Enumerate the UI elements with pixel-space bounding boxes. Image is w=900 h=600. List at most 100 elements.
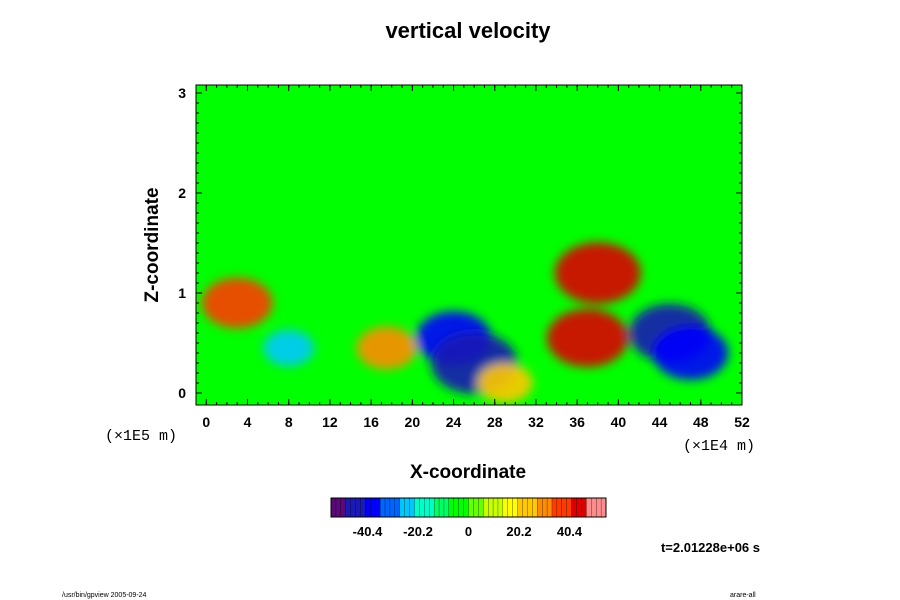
x-tick-label-10: 40 (611, 414, 627, 430)
x-tick-label-6: 24 (446, 414, 462, 430)
colorbar-frame (330, 497, 607, 518)
colorbar-cell (581, 497, 587, 518)
y-tick-label-0: 0 (178, 385, 186, 401)
colorbar-cell (473, 497, 479, 518)
colorbar-cell (487, 497, 494, 518)
colorbar-cell (394, 497, 401, 518)
colorbar-cell (586, 497, 592, 518)
colorbar-cell (399, 497, 406, 518)
colorbar-cell (512, 497, 519, 518)
colorbar-cell (517, 497, 523, 518)
colorbar-cell (497, 497, 504, 518)
colorbar-cell (463, 497, 469, 518)
colorbar-cell (409, 497, 415, 518)
y-tick-label-2: 2 (178, 185, 186, 201)
colorbar-cell (438, 497, 445, 518)
colorbar-cell (458, 497, 465, 518)
x-tick-label-0: 0 (202, 414, 210, 430)
colorbar-cell (561, 497, 568, 518)
time-label: t=2.01228e+06 s (661, 540, 760, 555)
colorbar-cell (453, 497, 460, 518)
colorbar-cell (537, 497, 543, 518)
colorbar-tick-label-2: 0 (465, 524, 472, 539)
colorbar-cell (468, 497, 474, 518)
x-ticks: 0 4 8 12 16 20 24 28 32 36 40 44 48 52 (202, 85, 750, 430)
y-unit-label: (×1E5 m) (105, 428, 177, 445)
footer-right: arare-all (730, 592, 756, 599)
colorbar-cell (556, 497, 563, 518)
colorbar-cell (414, 497, 420, 518)
colorbar-cell (492, 497, 499, 518)
colorbar-cell (502, 497, 509, 518)
colorbar-cell (419, 497, 425, 518)
colorbar-tick-label-1: -20.2 (403, 524, 433, 539)
colorbar-cell (527, 497, 533, 518)
colorbar-cell (566, 497, 573, 518)
field-features (201, 242, 729, 403)
y-ticks: 0 1 2 3 (178, 85, 742, 401)
colorbar-cell (433, 497, 440, 518)
field-feature-1 (546, 308, 629, 368)
colorbar-cell (532, 497, 538, 518)
colorbar-cell (443, 497, 450, 518)
colorbar-cell (389, 497, 396, 518)
colorbar-cell (424, 497, 430, 518)
footer-left: /usr/bin/gpview 2005-09-24 (62, 592, 147, 599)
colorbar-cell (384, 497, 391, 518)
colorbar-cell (576, 497, 582, 518)
x-tick-label-9: 36 (569, 414, 585, 430)
x-tick-label-7: 28 (487, 414, 503, 430)
plot-frame (195, 84, 743, 406)
colorbar-tick-label-4: 40.4 (557, 524, 583, 539)
colorbar-cell (404, 497, 411, 518)
y-tick-label-1: 1 (178, 285, 186, 301)
colorbar-cell (379, 497, 386, 518)
y-axis-label: Z-coordinate (142, 187, 163, 302)
colorbar-cells (330, 497, 607, 518)
x-tick-label-1: 4 (244, 414, 252, 430)
colorbar-cell (335, 497, 342, 518)
y-tick-label-3: 3 (178, 85, 186, 101)
field-feature-0 (356, 326, 417, 370)
colorbar-cell (551, 497, 558, 518)
colorbar-cell (429, 497, 435, 518)
colorbar: -40.4 -20.2 0 20.2 40.4 (330, 497, 607, 539)
colorbar-cell (591, 497, 597, 518)
field-feature-8 (652, 326, 729, 380)
x-tick-label-2: 8 (285, 414, 293, 430)
colorbar-cell (340, 497, 347, 518)
x-tick-label-12: 48 (693, 414, 709, 430)
colorbar-cell (355, 497, 361, 518)
colorbar-ticks: -40.4 -20.2 0 20.2 40.4 (353, 524, 583, 539)
x-tick-label-11: 44 (652, 414, 668, 430)
colorbar-cell (546, 497, 553, 518)
colorbar-cell (507, 497, 514, 518)
colorbar-cell (365, 497, 371, 518)
chart-title: vertical velocity (385, 18, 551, 43)
colorbar-cell (448, 497, 455, 518)
x-tick-label-5: 20 (405, 414, 421, 430)
colorbar-cell (571, 497, 577, 518)
colorbar-cell (375, 497, 381, 518)
field-feature-3 (201, 277, 273, 329)
x-tick-label-13: 52 (734, 414, 750, 430)
x-unit-label: (×1E4 m) (683, 438, 755, 455)
x-tick-label-8: 32 (528, 414, 544, 430)
colorbar-tick-label-0: -40.4 (353, 524, 383, 539)
field-feature-2 (554, 242, 641, 304)
colorbar-cell (360, 497, 366, 518)
colorbar-cell (542, 497, 548, 518)
colorbar-cell (483, 497, 489, 518)
colorbar-cell (350, 497, 357, 518)
x-tick-label-3: 12 (322, 414, 338, 430)
colorbar-tick-label-3: 20.2 (506, 524, 531, 539)
colorbar-cell (370, 497, 376, 518)
colorbar-cell (345, 497, 352, 518)
x-tick-label-4: 16 (363, 414, 379, 430)
colorbar-cell (596, 497, 602, 518)
colorbar-cell (330, 497, 337, 518)
field-feature-9 (477, 363, 533, 403)
colorbar-cell (522, 497, 528, 518)
